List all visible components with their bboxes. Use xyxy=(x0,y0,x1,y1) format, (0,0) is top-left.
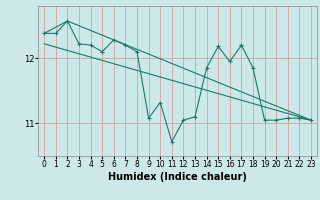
X-axis label: Humidex (Indice chaleur): Humidex (Indice chaleur) xyxy=(108,172,247,182)
